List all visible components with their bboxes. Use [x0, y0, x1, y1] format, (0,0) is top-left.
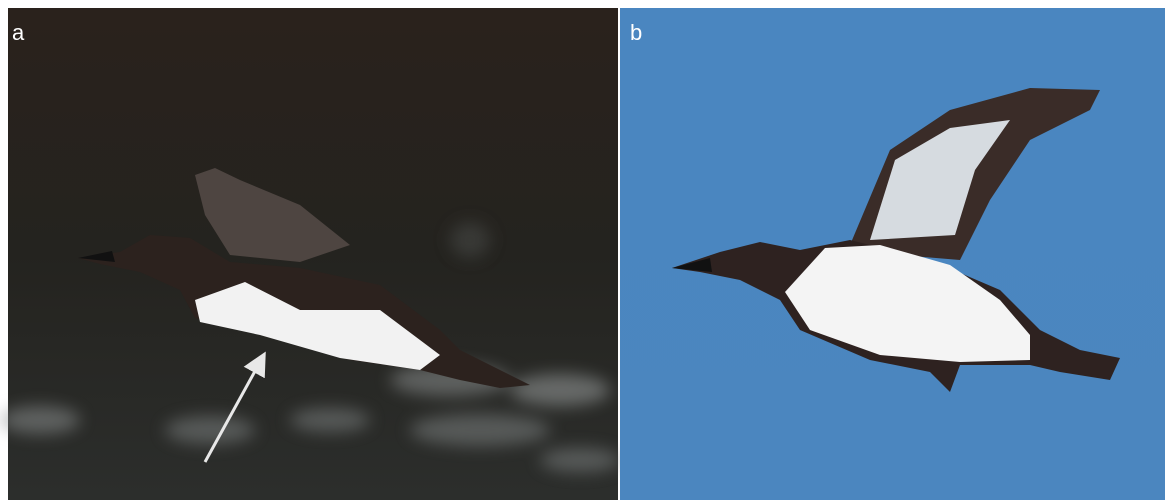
bird-a: [78, 168, 530, 388]
panel-label: a: [12, 20, 25, 45]
panel-label: b: [630, 20, 642, 45]
panel-a: a: [0, 8, 620, 500]
water-reflections: [0, 222, 620, 472]
arrow: [203, 351, 266, 463]
panel-b: b: [620, 8, 1165, 500]
bird-b: [672, 88, 1120, 392]
